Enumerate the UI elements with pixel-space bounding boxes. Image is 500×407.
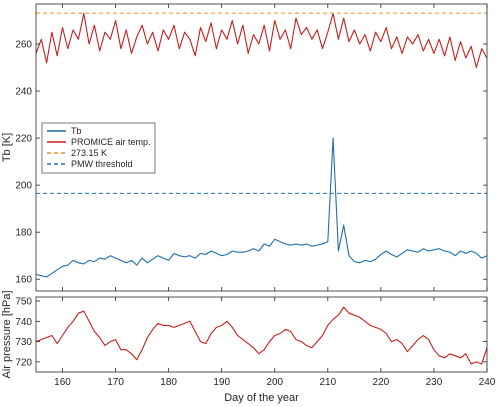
- top-axes: 160 180 200 220 240 260: [15, 4, 488, 291]
- top-series-line-0: [35, 137, 488, 278]
- bottom-y-tick-label: 740: [15, 317, 32, 328]
- bottom-x-tick-label: 170: [107, 377, 124, 388]
- bottom-x-tick-label: 190: [213, 377, 230, 388]
- legend-label-2: 273.15 K: [71, 148, 107, 158]
- top-y-axis-label: Tb [K]: [1, 133, 13, 162]
- bottom-x-tick-label: 220: [373, 377, 390, 388]
- bottom-series-line-0: [35, 306, 488, 365]
- bottom-plot-frame: [35, 296, 488, 373]
- bottom-y-axis-label: Air pressure [hPa]: [1, 290, 13, 378]
- top-series-layer: [35, 12, 488, 278]
- top-y-tick-label: 180: [15, 228, 32, 239]
- bottom-x-tick-label: 180: [160, 377, 177, 388]
- top-y-tick-label: 200: [15, 181, 32, 192]
- legend-label-1: PROMICE air temp.: [71, 137, 151, 147]
- bottom-x-tick-label: 160: [54, 377, 71, 388]
- top-series-line-1: [35, 12, 488, 69]
- bottom-x-tick-label: 230: [426, 377, 443, 388]
- top-y-tick-label: 260: [15, 39, 32, 50]
- bottom-axes: 720 730 740 750 160 170 180 190 200 210 220 230 240: [15, 297, 495, 388]
- bottom-y-tick-label: 750: [15, 297, 32, 308]
- x-axis-label: Day of the year: [224, 392, 299, 404]
- top-y-tick-label: 240: [15, 87, 32, 98]
- top-y-tick-label: 160: [15, 275, 32, 286]
- bottom-series-layer: [35, 306, 488, 365]
- legend-label-3: PMW threshold: [71, 159, 133, 169]
- bottom-y-tick-label: 730: [15, 337, 32, 348]
- bottom-y-tick-label: 720: [15, 357, 32, 368]
- bottom-x-tick-label: 200: [266, 377, 283, 388]
- legend-label-0: Tb: [71, 126, 82, 136]
- bottom-x-tick-label: 210: [319, 377, 336, 388]
- bottom-x-tick-label: 240: [479, 377, 496, 388]
- top-plot-frame: [35, 3, 488, 292]
- top-y-tick-label: 220: [15, 134, 32, 145]
